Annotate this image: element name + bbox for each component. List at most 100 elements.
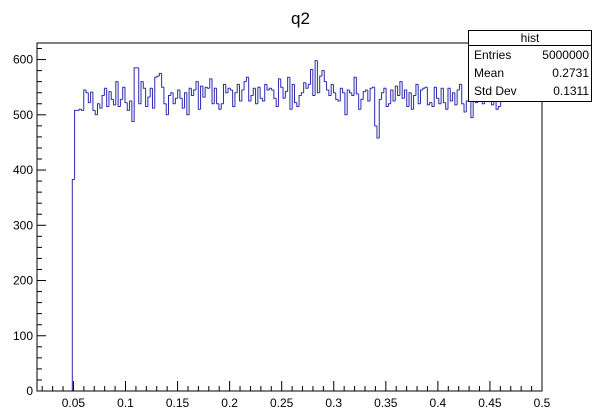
- histogram-bin: [108, 91, 112, 107]
- histogram-bin: [312, 69, 316, 96]
- histogram-bin: [282, 87, 286, 99]
- histogram-bin: [419, 89, 423, 104]
- y-tick-label: 100: [13, 329, 33, 343]
- histogram-bin: [381, 92, 384, 100]
- histogram-bin: [337, 99, 341, 102]
- histogram-bin: [234, 92, 238, 107]
- histogram-bin: [360, 98, 364, 110]
- histogram-bin: [252, 87, 256, 96]
- histogram-bin: [236, 83, 240, 93]
- stats-value-stddev: 0.1311: [553, 84, 589, 98]
- histogram-bin: [413, 94, 416, 110]
- x-tick-label: 0.15: [166, 396, 190, 408]
- histogram-bin: [385, 88, 389, 108]
- histogram-bin: [179, 89, 183, 99]
- histogram-bin: [429, 102, 432, 105]
- histogram-bin: [326, 81, 329, 91]
- histogram-bin: [243, 81, 247, 90]
- histogram-bin: [399, 81, 403, 96]
- histogram-bin: [124, 87, 128, 104]
- stats-box-title: hist: [469, 31, 591, 46]
- histogram-bin: [358, 93, 361, 110]
- histogram-bin: [394, 85, 398, 101]
- histogram-bin: [392, 89, 396, 102]
- histogram-bin: [177, 89, 180, 99]
- histogram-bin: [190, 88, 194, 96]
- histogram-bin: [218, 103, 222, 110]
- histogram-bin: [133, 67, 137, 122]
- histogram-bin: [458, 83, 462, 90]
- histogram-bin: [296, 102, 300, 108]
- histogram-bin: [353, 76, 357, 96]
- histogram-bin: [403, 89, 407, 99]
- histogram-bin: [174, 97, 178, 104]
- histogram-bin: [71, 178, 75, 391]
- x-tick-label: 0.05: [62, 396, 86, 408]
- histogram-bin: [390, 89, 393, 104]
- histogram-bin: [348, 89, 352, 94]
- histogram-bin: [328, 89, 332, 96]
- histogram-bin: [383, 87, 387, 93]
- histogram-bin: [101, 94, 105, 109]
- histogram-bin: [119, 98, 123, 107]
- histogram-bin: [255, 88, 258, 105]
- histogram-bin: [268, 87, 272, 90]
- x-tick-label: 0.45: [478, 396, 502, 408]
- histogram-bin: [85, 89, 89, 94]
- histogram-bin: [410, 92, 414, 110]
- histogram-bin: [367, 89, 371, 102]
- histogram-bin: [142, 81, 146, 89]
- histogram-bin: [92, 92, 96, 111]
- histogram-bin: [456, 89, 460, 105]
- y-tick-label: 0: [26, 384, 33, 398]
- histogram-bin: [90, 91, 93, 103]
- histogram-bin: [220, 103, 224, 110]
- histogram-bin: [145, 88, 148, 108]
- y-tick-label: 600: [13, 53, 33, 67]
- histogram-bin: [447, 87, 451, 110]
- histogram-bin: [436, 87, 439, 99]
- histogram-bin: [454, 92, 458, 106]
- histogram-bin: [154, 76, 158, 109]
- stats-value-mean: 0.2731: [552, 66, 589, 80]
- histogram-bin: [257, 86, 261, 104]
- histogram-bin: [294, 84, 297, 104]
- stats-label-mean: Mean: [474, 66, 505, 80]
- histogram-bin: [316, 60, 320, 94]
- histogram-bin: [245, 76, 249, 82]
- histogram-bin: [106, 88, 109, 108]
- stats-row-stddev: Std Dev 0.1311: [469, 82, 591, 100]
- histogram-bin: [369, 87, 373, 101]
- histogram-bin: [229, 88, 233, 91]
- histogram-bin: [284, 91, 288, 99]
- histogram-bin: [298, 94, 302, 107]
- histogram-bin: [300, 92, 304, 96]
- histogram-bin: [225, 84, 229, 94]
- histogram-bin: [335, 92, 339, 100]
- histogram-bin: [140, 81, 144, 104]
- x-tick-label: 0.5: [534, 396, 551, 408]
- histogram-bin: [319, 75, 322, 93]
- histogram-bin: [117, 81, 121, 108]
- histogram-bin: [305, 82, 309, 89]
- histogram-bin: [227, 87, 231, 93]
- histogram-bin: [184, 92, 187, 109]
- histogram-bin: [365, 89, 368, 92]
- histogram-bin: [94, 110, 98, 116]
- histogram-bin: [452, 92, 455, 101]
- x-tick-label: 0.25: [270, 396, 294, 408]
- histogram-bin: [280, 78, 284, 88]
- histogram-bin: [351, 92, 355, 96]
- histogram-bin: [161, 73, 164, 88]
- histogram-bin: [151, 88, 155, 109]
- y-tick-label: 300: [13, 218, 33, 232]
- histogram-bin: [417, 84, 421, 105]
- histogram-bin: [165, 103, 169, 116]
- histogram-bin: [346, 89, 350, 115]
- chart-title: q2: [291, 9, 310, 28]
- histogram-bin: [426, 87, 430, 106]
- histogram-bin: [172, 92, 176, 105]
- histogram-bin: [424, 86, 428, 89]
- histogram-bin: [378, 98, 382, 139]
